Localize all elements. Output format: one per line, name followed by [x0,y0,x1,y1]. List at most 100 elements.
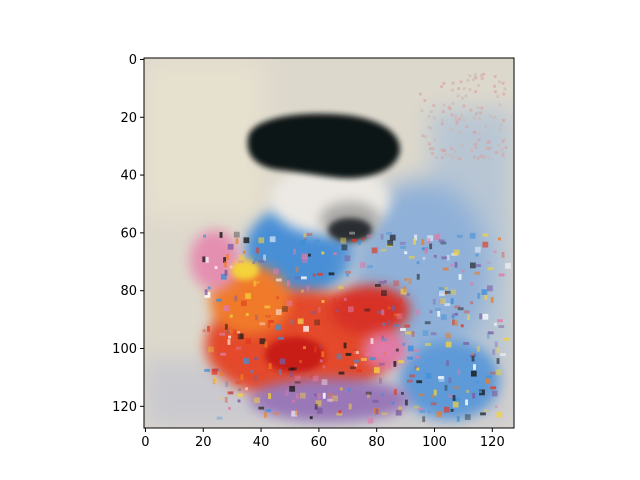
noise-pixel [289,371,293,378]
noise-pixel [478,111,482,115]
noise-pixel [438,287,445,293]
noise-pixel [245,293,251,299]
noise-pixel [497,143,501,147]
noise-pixel [351,238,358,242]
noise-pixel [454,117,458,121]
noise-pixel [459,80,463,84]
noise-pixel [470,370,477,377]
noise-pixel [444,290,451,294]
noise-pixel [211,368,218,375]
noise-pixel [359,237,366,241]
noise-pixel [310,374,314,378]
noise-pixel [202,329,206,333]
noise-pixel [295,266,299,273]
noise-pixel [366,392,370,399]
noise-pixel [496,347,500,354]
x-tick-label: 80 [368,435,385,450]
noise-pixel [227,339,231,345]
noise-pixel [459,130,463,134]
noise-pixel [372,399,379,403]
noise-pixel [276,296,279,300]
noise-pixel [475,380,479,384]
noise-pixel [365,352,371,356]
noise-pixel [404,277,408,281]
noise-pixel [214,266,218,270]
noise-pixel [252,261,256,264]
noise-pixel [457,307,464,311]
noise-pixel [234,300,241,307]
noise-pixel [347,388,351,392]
noise-pixel [487,261,491,264]
noise-pixel [299,360,303,364]
noise-pixel [496,358,500,364]
noise-pixel [254,374,258,381]
noise-pixel [353,351,359,354]
noise-pixel [237,399,241,403]
noise-pixel [433,254,437,258]
noise-pixel [453,150,457,154]
noise-pixel [341,244,348,251]
noise-pixel [228,330,232,333]
noise-pixel [490,386,497,390]
noise-pixel [204,289,208,296]
noise-pixel [377,310,384,314]
noise-pixel [475,264,481,268]
noise-pixel [299,392,306,399]
noise-pixel [332,395,339,402]
noise-pixel [314,319,321,326]
noise-pixel [475,253,479,257]
noise-pixel [480,106,484,110]
noise-pixel [501,81,505,85]
noise-pixel [314,403,318,410]
noise-pixel [400,245,406,249]
noise-pixel [258,237,265,244]
noise-pixel [474,271,481,275]
noise-pixel [503,337,510,341]
noise-pixel [473,353,477,357]
noise-pixel [404,399,408,406]
noise-pixel [303,233,307,239]
noise-pixel [389,234,396,241]
noise-pixel [349,366,356,370]
noise-pixel [500,353,506,357]
noise-pixel [338,371,345,375]
noise-pixel [476,156,480,160]
noise-pixel [393,361,397,367]
noise-pixel [408,278,412,284]
noise-pixel [254,357,258,360]
noise-pixel [347,306,354,313]
noise-pixel [219,396,223,400]
noise-pixel [453,249,460,256]
noise-pixel [282,306,288,312]
y-tick-label: 0 [129,53,137,68]
noise-pixel [477,292,481,299]
noise-pixel [286,300,293,307]
noise-pixel [317,272,323,276]
noise-pixel [381,338,387,342]
noise-pixel [413,238,417,245]
noise-pixel [474,76,478,80]
noise-pixel [321,379,328,385]
noise-pixel [364,308,371,312]
noise-pixel [409,374,415,378]
noise-pixel [366,234,373,238]
noise-pixel [226,330,230,334]
noise-pixel [437,376,444,379]
noise-pixel [259,322,266,326]
image-noise [202,72,511,424]
noise-pixel [470,301,474,305]
noise-pixel [408,255,415,259]
noise-pixel [319,359,323,363]
image-region-yellow [231,260,259,280]
noise-pixel [435,307,441,311]
noise-pixel [463,342,470,345]
noise-pixel [389,341,396,347]
noise-pixel [457,130,461,134]
noise-pixel [440,148,444,152]
noise-pixel [498,273,505,277]
noise-pixel [502,92,506,96]
noise-pixel [285,390,289,397]
image-region-top-left [144,58,264,218]
noise-pixel [468,88,472,92]
